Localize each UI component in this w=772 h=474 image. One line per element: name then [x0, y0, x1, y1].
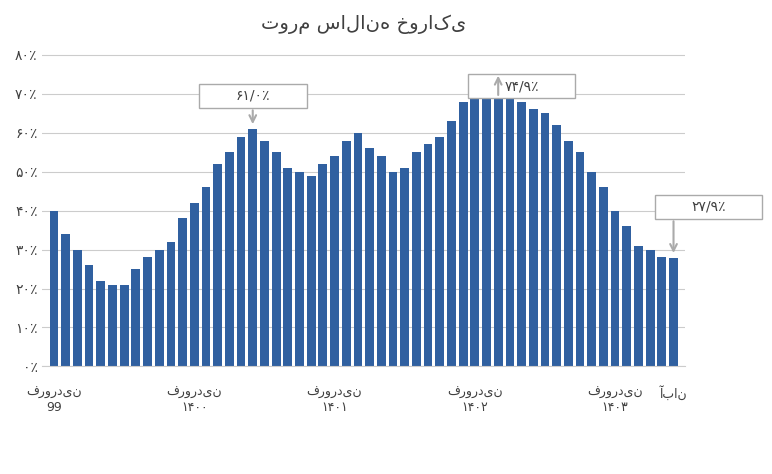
Bar — [576, 152, 584, 366]
Bar — [658, 257, 666, 366]
Bar — [494, 75, 503, 366]
Bar — [213, 164, 222, 366]
Bar — [283, 168, 292, 366]
Text: ۷۴/۹٪: ۷۴/۹٪ — [504, 79, 539, 93]
Bar — [155, 250, 164, 366]
Bar — [401, 168, 409, 366]
Bar — [167, 242, 175, 366]
Bar — [237, 137, 245, 366]
Bar — [424, 145, 432, 366]
Bar — [482, 82, 491, 366]
Text: آبان: آبان — [660, 386, 687, 401]
Bar — [143, 257, 152, 366]
Text: فروردین
۱۴۰۳: فروردین ۱۴۰۳ — [587, 386, 643, 414]
Bar — [96, 281, 105, 366]
Bar — [540, 113, 550, 366]
Bar — [611, 210, 619, 366]
Bar — [564, 141, 573, 366]
Bar — [178, 219, 187, 366]
Bar — [669, 258, 678, 366]
Bar — [342, 141, 350, 366]
Bar — [120, 284, 129, 366]
Bar — [260, 141, 269, 366]
Bar — [517, 101, 526, 366]
Bar — [61, 234, 70, 366]
Bar — [73, 250, 82, 366]
Bar — [412, 152, 421, 366]
FancyBboxPatch shape — [655, 195, 762, 219]
Bar — [225, 152, 234, 366]
Bar — [108, 284, 117, 366]
Bar — [131, 269, 141, 366]
FancyBboxPatch shape — [468, 74, 575, 98]
Bar — [552, 125, 561, 366]
Bar — [249, 129, 257, 366]
Bar — [435, 137, 444, 366]
Text: ۶۱/۰٪: ۶۱/۰٪ — [235, 89, 270, 103]
Text: فروردین
۱۴۰۰: فروردین ۱۴۰۰ — [167, 386, 222, 414]
Bar — [634, 246, 643, 366]
Bar — [330, 156, 339, 366]
Bar — [365, 148, 374, 366]
Bar — [587, 172, 596, 366]
Bar — [645, 250, 655, 366]
Bar — [272, 152, 280, 366]
Bar — [470, 90, 479, 366]
Bar — [306, 176, 316, 366]
Bar — [529, 109, 537, 366]
Text: فروردین
۱۴۰۱: فروردین ۱۴۰۱ — [306, 386, 362, 414]
Text: ۲۷/۹٪: ۲۷/۹٪ — [692, 200, 726, 214]
Text: فروردین
99: فروردین 99 — [26, 386, 82, 414]
Bar — [319, 164, 327, 366]
Bar — [295, 172, 304, 366]
Bar — [599, 187, 608, 366]
Bar — [447, 121, 455, 366]
Bar — [459, 101, 468, 366]
Bar — [506, 90, 514, 366]
FancyBboxPatch shape — [199, 84, 306, 108]
Bar — [49, 210, 59, 366]
Text: فروردین
۱۴۰۲: فروردین ۱۴۰۲ — [447, 386, 503, 414]
Bar — [190, 203, 198, 366]
Bar — [85, 265, 93, 366]
Bar — [377, 156, 386, 366]
Title: تورم سالانه خوراکی: تورم سالانه خوراکی — [261, 15, 466, 35]
Bar — [622, 226, 631, 366]
Bar — [201, 187, 211, 366]
Bar — [354, 133, 362, 366]
Bar — [388, 172, 398, 366]
